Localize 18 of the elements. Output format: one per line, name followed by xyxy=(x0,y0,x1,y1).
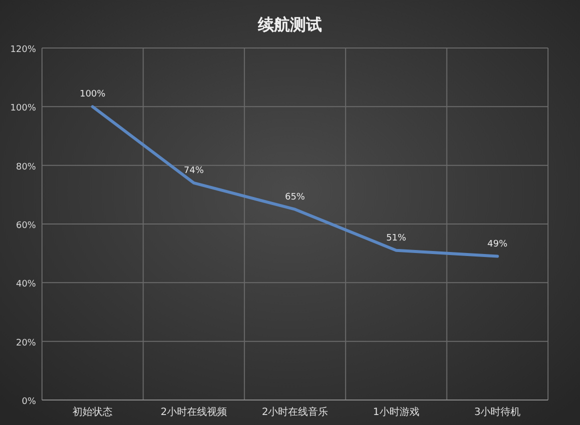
x-tick-label: 初始状态 xyxy=(72,406,113,418)
data-label: 74% xyxy=(184,166,204,176)
y-tick-label: 0% xyxy=(22,397,36,407)
data-label: 65% xyxy=(284,192,306,202)
y-tick-label: 100% xyxy=(10,104,36,114)
data-label: 100% xyxy=(80,90,106,100)
y-tick-label: 20% xyxy=(16,338,36,348)
y-tick-label: 120% xyxy=(10,45,36,55)
data-label: 51% xyxy=(386,233,407,244)
x-tick-label: 2小时在线视频 xyxy=(160,406,227,418)
x-tick-label: 2小时在线音乐 xyxy=(262,406,328,418)
y-tick-label: 80% xyxy=(16,162,36,172)
y-tick-label: 60% xyxy=(16,221,36,231)
data-label: 49% xyxy=(487,239,508,250)
x-tick-label: 3小时待机 xyxy=(474,406,521,418)
chart-title: 续航测试 xyxy=(257,15,322,34)
y-tick-label: 40% xyxy=(16,280,36,290)
x-tick-label: 1小时游戏 xyxy=(373,406,420,418)
